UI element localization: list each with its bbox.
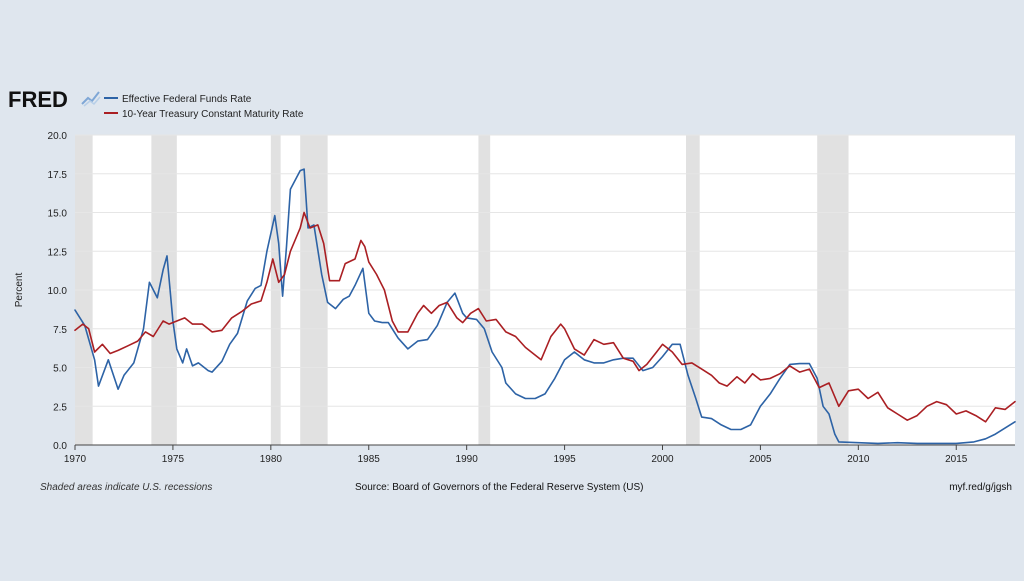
series-line-treasury [74,211,1016,423]
x-tick-label: 2010 [847,454,870,465]
legend: Effective Federal Funds Rate 10-Year Tre… [104,94,304,120]
x-tick-label: 1970 [64,454,87,465]
gridlines [75,134,1015,407]
y-tick-label: 17.5 [48,170,68,181]
x-axis-ticks: 1970 1975 1980 1985 1990 1995 2000 2005 2010 2015 [64,445,968,465]
short-link[interactable]: myf.red/g/jgsh [949,482,1012,493]
y-tick-label: 0.0 [53,441,67,452]
fred-logo[interactable]: FRED [8,87,101,112]
fred-logo-graph-icon [81,91,101,107]
x-tick-label: 2015 [945,454,968,465]
recession-note: Shaded areas indicate U.S. recessions [40,482,212,493]
x-tick-label: 1985 [358,454,381,465]
legend-label-fed-funds: Effective Federal Funds Rate [122,94,252,105]
y-tick-label: 2.5 [53,402,67,413]
y-tick-label: 7.5 [53,325,67,336]
x-tick-label: 1975 [162,454,185,465]
x-tick-label: 1990 [456,454,479,465]
y-tick-label: 20.0 [48,131,68,142]
y-tick-label: 15.0 [48,209,68,220]
y-axis-ticks: 0.0 2.5 5.0 7.5 10.0 12.5 15.0 17.5 20.0 [48,131,68,452]
x-tick-label: 2005 [749,454,772,465]
y-tick-label: 5.0 [53,364,67,375]
source-note: Source: Board of Governors of the Federa… [355,482,643,493]
x-tick-label: 2000 [651,454,674,465]
x-tick-label: 1995 [553,454,576,465]
fred-logo-text: FRED [8,87,68,112]
series-lines [74,168,1016,445]
y-axis-label: Percent [14,273,25,308]
y-tick-label: 10.0 [48,286,68,297]
legend-label-treasury: 10-Year Treasury Constant Maturity Rate [122,109,304,120]
y-tick-label: 12.5 [48,247,68,258]
x-tick-label: 1980 [260,454,283,465]
